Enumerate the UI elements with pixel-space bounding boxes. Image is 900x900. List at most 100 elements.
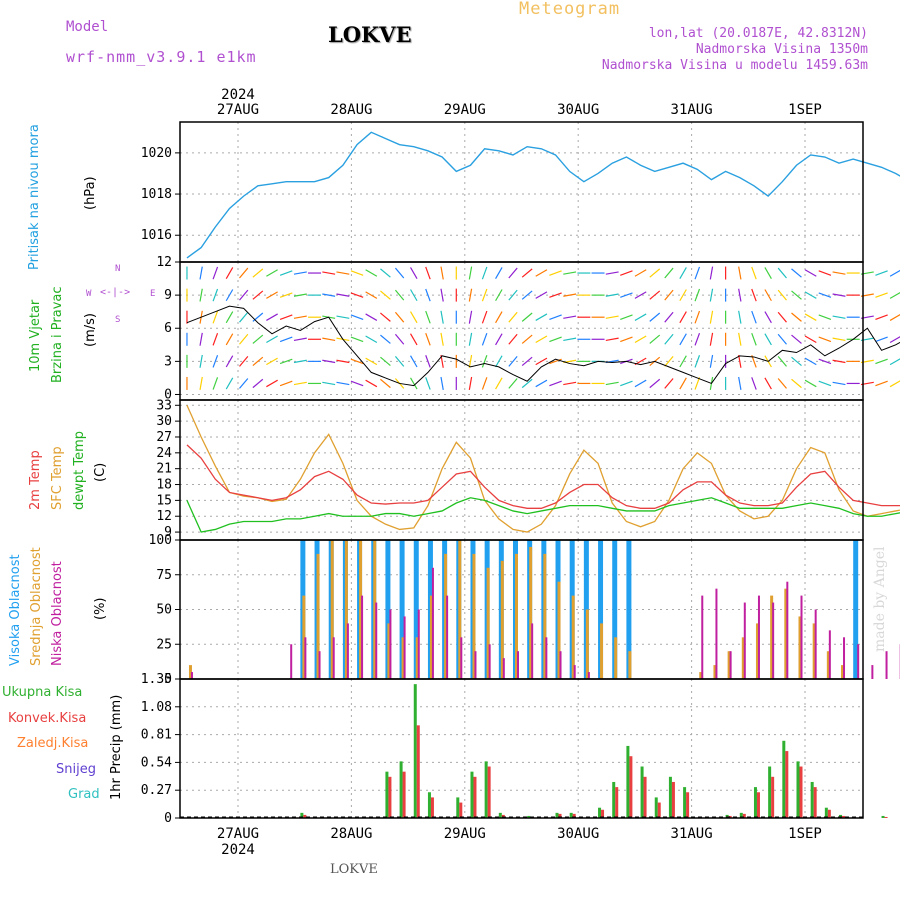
conv-precip-bar <box>671 781 675 818</box>
wind-arrow <box>199 354 203 368</box>
wind-arrow <box>252 290 264 300</box>
pressure-line <box>186 131 900 259</box>
mid-cloud-bar <box>188 665 192 679</box>
conv-precip-bar <box>303 814 307 818</box>
conv-precip-bar <box>487 766 491 818</box>
wind-arrow <box>709 332 714 346</box>
wind-arrow <box>468 354 473 368</box>
wind-arrow <box>777 333 787 345</box>
low-cloud-bar <box>460 637 463 679</box>
product-title: Meteogram <box>519 0 621 19</box>
total-precip-bar <box>725 814 729 818</box>
wind-arrow <box>468 310 473 324</box>
wind-arrow <box>832 271 846 275</box>
wind-arrow <box>664 333 674 345</box>
wind-arrow <box>293 315 307 319</box>
wind-arrow <box>791 356 802 366</box>
wind-arrow <box>279 292 293 298</box>
wind-arrow <box>495 355 503 368</box>
total-precip-bar <box>654 797 658 818</box>
high-cloud-bar <box>598 540 604 679</box>
mid-cloud-bar <box>585 609 589 679</box>
panel-frame <box>179 261 864 401</box>
wind-arrow <box>694 310 701 324</box>
low-cloud-bar <box>417 609 420 679</box>
legend-conv-precip: Konvek.Kisa <box>8 711 87 726</box>
wind-arrow <box>563 315 577 319</box>
wind-arrow <box>239 355 249 367</box>
low-cloud-bar <box>800 595 803 679</box>
wind-arrow <box>875 292 888 298</box>
y-tick-label: 12 <box>156 255 172 270</box>
wind-arrow <box>266 313 278 321</box>
mid-cloud-bar <box>812 623 816 679</box>
wind-arrow <box>199 332 203 346</box>
top-date-label: 30AUG <box>557 102 599 118</box>
mid-cloud-bar <box>302 595 306 679</box>
wind-arrow <box>664 289 674 301</box>
wind-arrow <box>481 332 488 346</box>
mid-cloud-bar <box>415 637 419 679</box>
conv-precip-bar <box>601 809 605 818</box>
compass-east: E <box>150 289 156 299</box>
low-cloud-bar <box>559 651 562 679</box>
wind-arrow <box>605 315 619 319</box>
wind-arrow <box>468 376 473 390</box>
panel-frame <box>179 678 864 819</box>
wind-arrow <box>535 269 548 277</box>
wind-arrow <box>535 357 548 366</box>
wind-arrow <box>620 336 633 343</box>
wind-arrow <box>440 376 444 390</box>
low-cloud-bar <box>431 567 434 679</box>
wind-arrow <box>634 379 647 388</box>
wind-arrow <box>549 270 562 276</box>
wind-arrow <box>322 381 336 386</box>
wind-arrow <box>425 266 431 280</box>
wind-arrow <box>777 311 787 323</box>
low-cloud-bar <box>814 609 817 679</box>
wind-arrow <box>239 378 249 389</box>
wind-arrow <box>679 311 687 324</box>
mid-cloud-bar <box>798 616 802 679</box>
wind-arrow <box>212 266 219 280</box>
bottom-date-label: 30AUG <box>557 826 599 842</box>
wind-arrow <box>605 381 619 386</box>
wind-arrow <box>791 268 802 278</box>
wind-arrow <box>336 293 350 297</box>
conv-precip-bar <box>799 766 803 818</box>
wind-arrow <box>212 288 219 302</box>
low-cloud-bar <box>375 602 378 679</box>
wind-arrow <box>804 357 817 366</box>
wind-arrow <box>266 335 278 344</box>
low-cloud-bar <box>701 595 704 679</box>
wind-arrow <box>804 335 817 344</box>
wind-arrow <box>620 380 633 387</box>
y-tick-label: 12 <box>156 509 172 524</box>
wind-arrow <box>709 310 714 324</box>
wind-arrow <box>365 313 378 321</box>
wind-arrow <box>350 380 364 387</box>
wind-arrow <box>764 333 772 346</box>
wind-arrow <box>199 376 203 390</box>
wind-arrow <box>212 377 219 390</box>
bottom-date-label: 29AUG <box>444 826 486 842</box>
total-precip-bar <box>385 771 389 818</box>
wind-arrow <box>425 355 431 368</box>
wind-arrow <box>804 313 817 321</box>
wind-arrow <box>764 289 772 302</box>
wind-arrow <box>425 332 431 346</box>
wind-arrow <box>649 378 661 389</box>
model-name: wrf-nmm_v3.9.1 e1km <box>66 48 257 66</box>
y-tick-label: 9 <box>164 525 172 540</box>
y-tick-label: 0.54 <box>141 755 172 770</box>
y-tick-label: 1016 <box>141 228 172 243</box>
wind-arrow <box>279 358 293 365</box>
wind-arrow <box>605 293 619 297</box>
total-precip-bar <box>839 814 843 818</box>
conv-precip-bar <box>416 725 420 818</box>
low-cloud-bar <box>318 651 321 679</box>
wind-arrow <box>365 269 378 277</box>
conv-precip-bar <box>728 815 732 818</box>
conv-precip-bar <box>756 792 760 818</box>
y-tick-label: 27 <box>156 430 172 445</box>
